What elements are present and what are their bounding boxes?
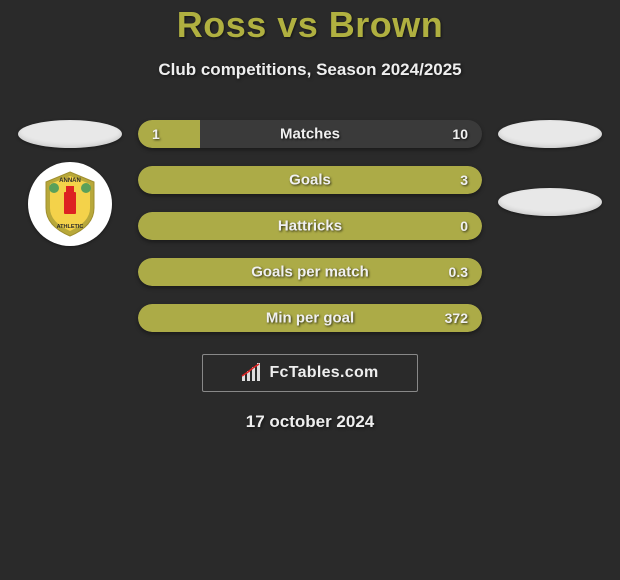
club-right-placeholder <box>498 188 602 216</box>
stat-bar: Min per goal372 <box>138 304 482 332</box>
player-right-avatar-placeholder <box>498 120 602 148</box>
player-left-col: ANNAN ATHLETIC <box>18 120 122 246</box>
stat-bar: Goals3 <box>138 166 482 194</box>
stat-bar: 1Matches10 <box>138 120 482 148</box>
stat-label: Goals <box>138 172 482 189</box>
player-left-avatar-placeholder <box>18 120 122 148</box>
stat-right-value: 372 <box>445 310 468 326</box>
stat-bars: 1Matches10 Goals3 Hattricks0 Goals per matc… <box>138 120 482 332</box>
page-title: Ross vs Brown <box>0 4 620 46</box>
stat-label: Goals per match <box>138 264 482 281</box>
stat-bar: Goals per match0.3 <box>138 258 482 286</box>
stat-label: Hattricks <box>138 218 482 235</box>
stat-right-value: 3 <box>460 172 468 188</box>
svg-text:ANNAN: ANNAN <box>59 178 81 184</box>
brand-text: FcTables.com <box>269 364 378 382</box>
stat-right-value: 0.3 <box>449 264 468 280</box>
footer-date: 17 october 2024 <box>0 412 620 432</box>
comparison-card: Ross vs Brown Club competitions, Season … <box>0 0 620 432</box>
stats-area: ANNAN ATHLETIC 1Matches10 Goals3 Hattricks… <box>0 120 620 332</box>
stat-bar: Hattricks0 <box>138 212 482 240</box>
brand-badge[interactable]: FcTables.com <box>202 354 418 392</box>
club-badge-left: ANNAN ATHLETIC <box>28 162 112 246</box>
stat-right-value: 10 <box>452 126 468 142</box>
svg-text:ATHLETIC: ATHLETIC <box>57 224 84 230</box>
bar-chart-icon <box>241 363 263 383</box>
stat-label: Min per goal <box>138 310 482 327</box>
annan-athletic-crest-icon: ANNAN ATHLETIC <box>34 168 106 240</box>
player-right-col <box>498 120 602 216</box>
stat-right-value: 0 <box>460 218 468 234</box>
page-subtitle: Club competitions, Season 2024/2025 <box>0 60 620 80</box>
stat-label: Matches <box>138 126 482 143</box>
